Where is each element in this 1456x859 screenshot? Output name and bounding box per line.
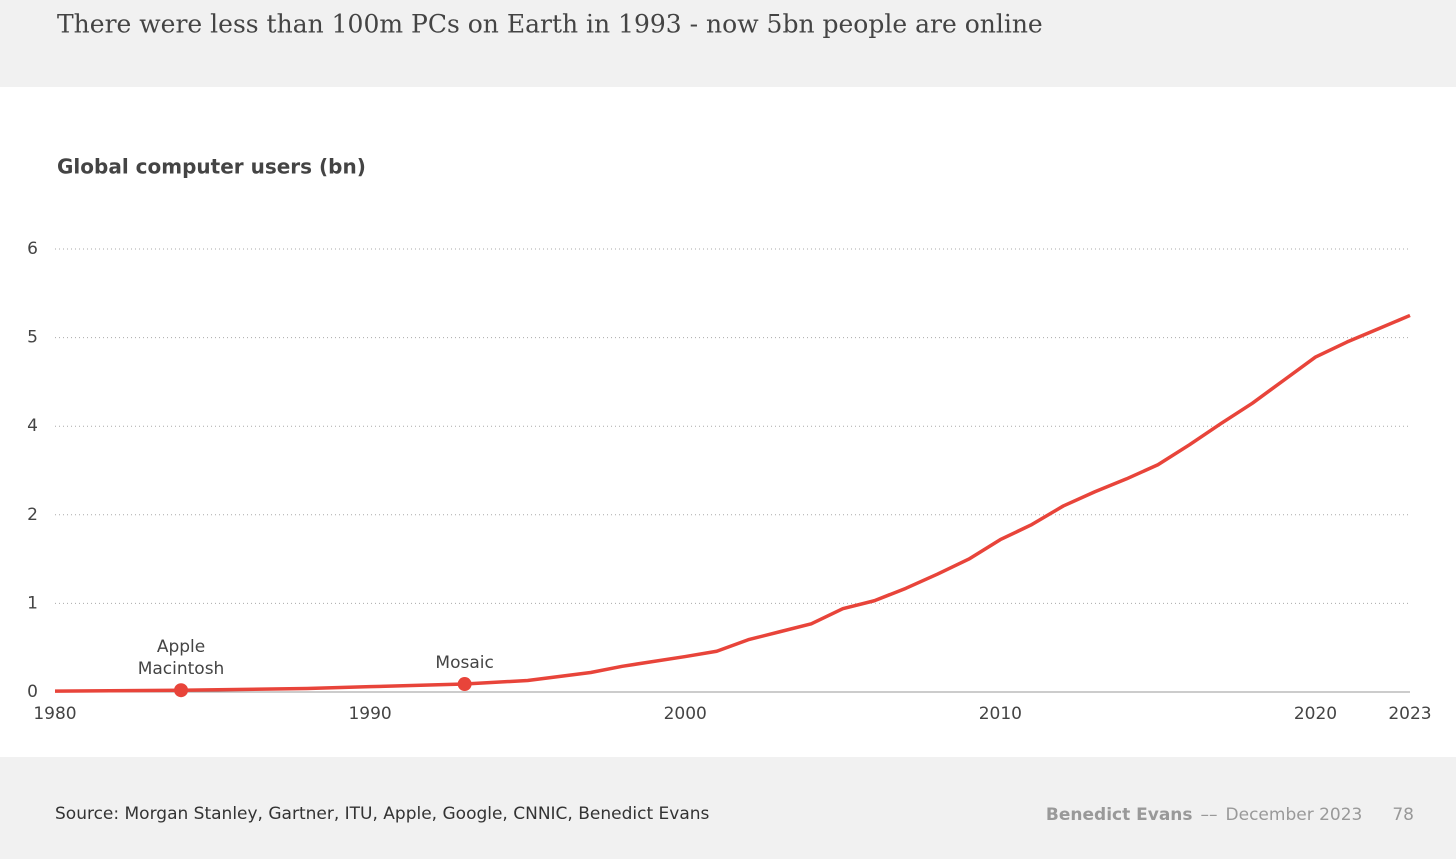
x-tick-label: 2023: [1388, 704, 1431, 724]
separator: ––: [1201, 805, 1218, 825]
source: Source: Morgan Stanley, Gartner, ITU, Ap…: [55, 804, 710, 824]
annotation-dot: [457, 677, 472, 692]
author: Benedict Evans: [1046, 805, 1193, 825]
y-axis-label: Global computer users (bn): [57, 155, 366, 179]
annotation: Mosaic: [435, 653, 494, 674]
footer-meta: Benedict Evans –– December 2023 78: [1046, 805, 1414, 825]
y-tick-label: 1: [27, 593, 38, 613]
y-tick-label: 2: [27, 505, 38, 525]
x-tick-label: 1980: [33, 704, 76, 724]
x-tick-label: 2020: [1294, 704, 1337, 724]
date: December 2023: [1226, 805, 1363, 825]
annotation: Apple Macintosh: [137, 637, 225, 680]
header-band: [0, 0, 1456, 87]
x-tick-label: 1990: [348, 704, 391, 724]
annotation-label: Apple Macintosh: [137, 637, 225, 680]
annotation-dot: [174, 683, 189, 698]
y-tick-label: 6: [27, 239, 38, 259]
y-tick-label: 5: [27, 328, 38, 348]
footer-band: [0, 757, 1456, 859]
chart-title: There were less than 100m PCs on Earth i…: [57, 10, 1043, 39]
x-tick-label: 2010: [979, 704, 1022, 724]
page-number: 78: [1392, 805, 1414, 825]
y-tick-label: 0: [27, 682, 38, 702]
x-tick-label: 2000: [664, 704, 707, 724]
line: [54, 313, 1411, 693]
annotation-label: Mosaic: [435, 653, 494, 674]
y-tick-label: 4: [27, 416, 38, 436]
